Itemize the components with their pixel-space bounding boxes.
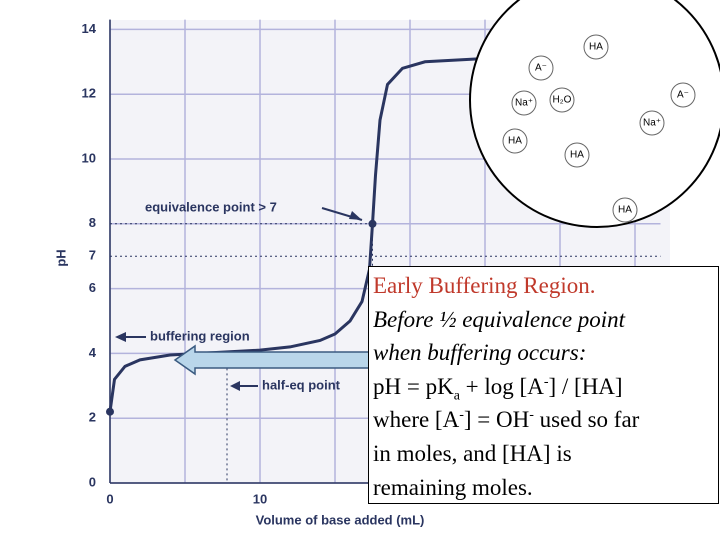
point — [106, 407, 114, 416]
text: - — [459, 407, 464, 423]
y-tick-label: 2 — [89, 410, 96, 425]
x-axis-label: Volume of base added (mL) — [256, 512, 425, 527]
text-box: Early Buffering Region. Before ½ equival… — [368, 266, 719, 504]
particle — [528, 55, 554, 81]
annotation: equivalence point > 7 — [145, 199, 277, 214]
particle — [670, 82, 696, 108]
formula: pH = pKa + log [A-] / [HA] — [373, 370, 718, 404]
y-tick-label: 14 — [82, 21, 97, 36]
particle — [502, 128, 528, 154]
particle-label: A⁻ — [535, 63, 547, 74]
heading: Early Buffering Region. — [373, 273, 596, 298]
text: used so far — [533, 407, 640, 433]
x-tick-label: 0 — [106, 491, 113, 506]
particle-label: HA — [570, 150, 584, 161]
text-line: where [A-] = OH- used so far — [373, 403, 718, 437]
point — [368, 219, 377, 228]
text: where [A — [373, 407, 460, 433]
annotation: buffering region — [150, 328, 250, 343]
text: - — [543, 374, 549, 390]
particle-label: Na⁺ — [515, 98, 533, 109]
particle — [612, 197, 638, 223]
y-tick-label: 4 — [89, 345, 97, 360]
text: + log [A — [459, 373, 544, 399]
y-tick-label: 8 — [89, 215, 96, 230]
particle-label: HA — [618, 205, 632, 216]
particle-circle — [469, 0, 720, 228]
text: pH = pK — [373, 373, 454, 399]
particle-label: Na⁺ — [643, 118, 661, 129]
y-axis-label: pH — [53, 249, 68, 266]
y-tick-label: 10 — [82, 150, 96, 165]
text: a — [453, 388, 460, 404]
y-tick-label: 12 — [82, 86, 96, 101]
text-line: remaining moles. — [373, 474, 533, 500]
particle — [564, 142, 590, 168]
y-tick-label: 6 — [89, 280, 96, 295]
particle — [549, 87, 575, 113]
arrow-head — [230, 381, 240, 391]
titration-curve — [108, 55, 561, 412]
particle — [639, 110, 665, 136]
x-tick-label: 10 — [253, 491, 267, 506]
text: ] / [HA] — [548, 373, 623, 399]
y-tick-label: 0 — [89, 474, 96, 489]
arrow-head — [349, 211, 362, 220]
particle-label: H₂O — [553, 95, 572, 106]
text-line: in moles, and [HA] is — [373, 440, 572, 466]
particle — [583, 34, 609, 60]
arrow-head — [115, 332, 126, 342]
particle-label: HA — [589, 42, 603, 53]
text-line: Before ½ equivalence point — [373, 306, 626, 332]
particle — [511, 90, 537, 116]
text: - — [529, 407, 534, 423]
y-tick-label: 7 — [89, 248, 96, 263]
particle-label: HA — [508, 136, 522, 147]
text: ] = OH — [463, 407, 530, 433]
text-line: when buffering occurs: — [373, 340, 587, 366]
particle-label: A⁻ — [677, 90, 689, 101]
annotation: half-eq point — [262, 377, 341, 392]
